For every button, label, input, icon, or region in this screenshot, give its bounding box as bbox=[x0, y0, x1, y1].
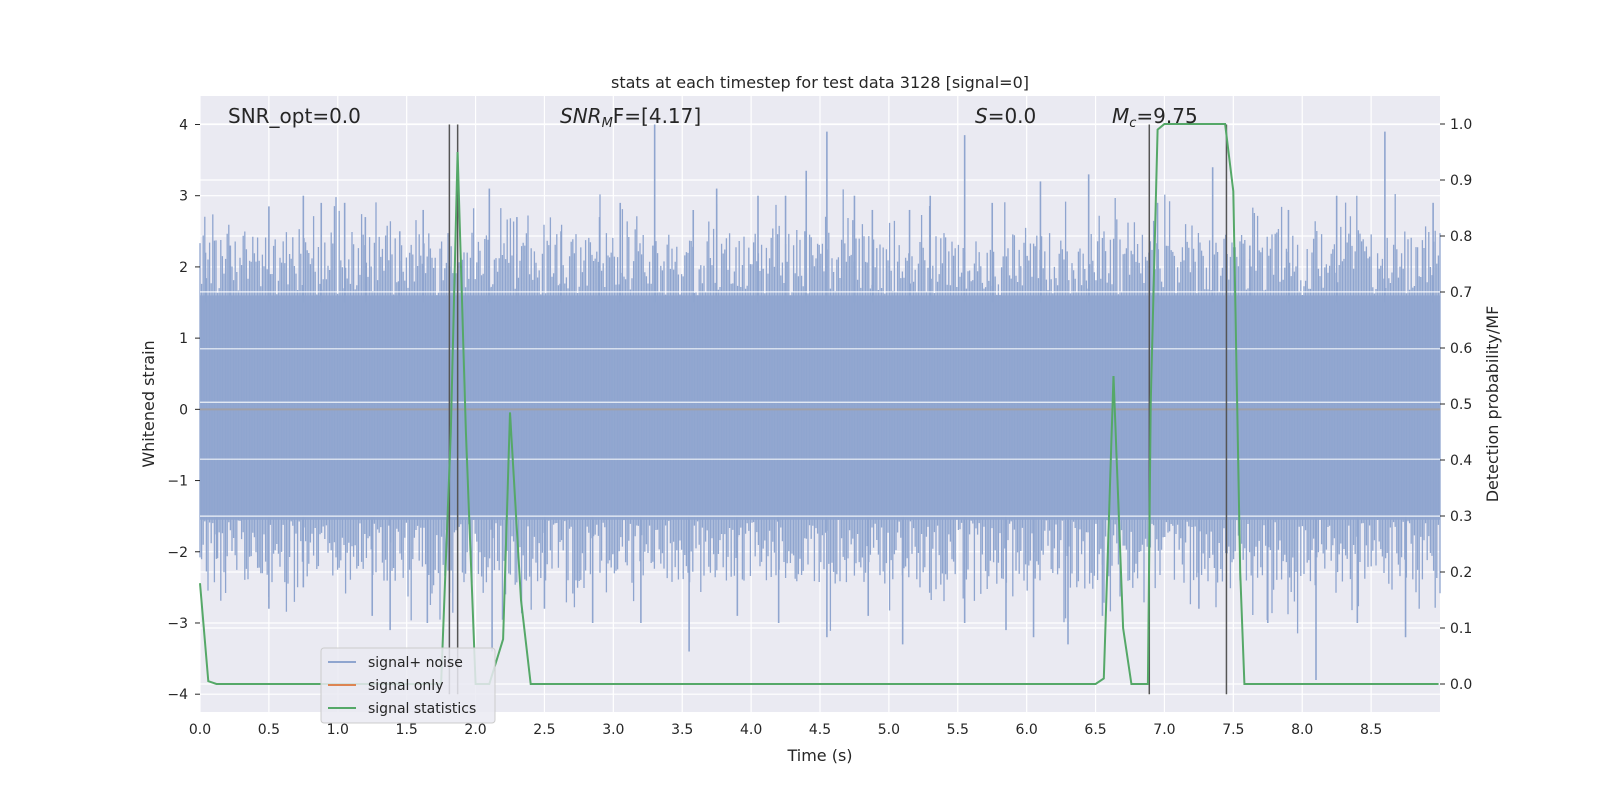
x-tick-label: 8.0 bbox=[1291, 722, 1313, 738]
annotation-mc: Mc=9.75 bbox=[1112, 104, 1198, 131]
x-axis-ticks: 0.0 0.5 1.0 1.5 2.0 2.5 3.0 3.5 4.0 4.5 5.0 5.5 6.0 6… bbox=[189, 722, 1382, 738]
vertical-markers bbox=[448, 124, 1228, 695]
x-tick-label: 6.5 bbox=[1084, 722, 1106, 738]
y-right-tick-label: 0.3 bbox=[1450, 509, 1472, 525]
x-tick-label: 0.0 bbox=[189, 722, 211, 738]
y-right-axis-ticks: 1.0 0.9 0.8 0.7 0.6 0.5 0.4 0.3 0.2 0.1 0.0 bbox=[1440, 117, 1472, 693]
x-tick-label: 7.5 bbox=[1222, 722, 1244, 738]
x-tick-label: 6.0 bbox=[1016, 722, 1038, 738]
noise-trace bbox=[199, 189, 1441, 634]
x-tick-label: 7.0 bbox=[1153, 722, 1175, 738]
y-right-tick-label: 0.8 bbox=[1450, 229, 1472, 245]
x-tick-label: 3.5 bbox=[671, 722, 693, 738]
x-tick-label: 2.0 bbox=[464, 722, 486, 738]
x-tick-label: 1.5 bbox=[396, 722, 418, 738]
annotation-snr-opt: SNR_opt=0.0 bbox=[228, 104, 361, 128]
y-right-tick-label: 0.9 bbox=[1450, 173, 1472, 189]
legend-box bbox=[320, 647, 496, 724]
y-right-tick-label: 0.6 bbox=[1450, 341, 1472, 357]
x-tick-label: 1.0 bbox=[327, 722, 349, 738]
x-tick-label: 2.5 bbox=[533, 722, 555, 738]
y-left-tick-label: −4 bbox=[167, 687, 188, 703]
x-tick-label: 4.5 bbox=[809, 722, 831, 738]
x-tick-label: 5.5 bbox=[947, 722, 969, 738]
y-left-tick-label: 2 bbox=[179, 260, 188, 276]
y-right-tick-label: 0.0 bbox=[1450, 677, 1472, 693]
x-tick-label: 4.0 bbox=[740, 722, 762, 738]
y-right-tick-label: 0.4 bbox=[1450, 453, 1472, 469]
chart-title: stats at each timestep for test data 312… bbox=[611, 73, 1029, 92]
x-tick-label: 0.5 bbox=[258, 722, 280, 738]
x-tick-label: 3.0 bbox=[602, 722, 624, 738]
x-axis-label: Time (s) bbox=[786, 746, 852, 765]
y-left-axis-label: Whitened strain bbox=[139, 340, 158, 467]
annotation-snr-mf: SNRMF=[4.17] bbox=[560, 104, 701, 131]
x-tick-label: 8.5 bbox=[1360, 722, 1382, 738]
y-right-tick-label: 0.2 bbox=[1450, 565, 1472, 581]
y-left-tick-label: 4 bbox=[179, 117, 188, 133]
x-tick-label: 5.0 bbox=[878, 722, 900, 738]
legend-label-signal-only: signal only bbox=[368, 678, 443, 694]
y-left-tick-label: 3 bbox=[179, 189, 188, 205]
y-left-tick-label: −3 bbox=[167, 616, 188, 632]
y-right-tick-label: 0.5 bbox=[1450, 397, 1472, 413]
y-right-tick-label: 0.7 bbox=[1450, 285, 1472, 301]
legend: signal+ noise signal only signal statist… bbox=[320, 647, 496, 724]
y-left-axis-ticks: 4 3 2 1 0 −1 −2 −3 −4 bbox=[167, 117, 200, 703]
y-left-tick-label: −1 bbox=[167, 474, 188, 490]
y-right-tick-label: 1.0 bbox=[1450, 117, 1472, 133]
y-right-axis-label: Detection probability/MF bbox=[1483, 306, 1502, 503]
series-signal-statistics bbox=[199, 123, 1439, 685]
y-right-tick-label: 0.1 bbox=[1450, 621, 1472, 637]
legend-label-signal-plus-noise: signal+ noise bbox=[368, 655, 463, 671]
y-left-tick-label: 0 bbox=[179, 402, 188, 418]
annotation-s: S=0.0 bbox=[975, 104, 1036, 128]
series-signal-plus-noise bbox=[199, 124, 1441, 680]
legend-label-signal-statistics: signal statistics bbox=[368, 701, 476, 717]
y-left-tick-label: −2 bbox=[167, 545, 188, 561]
y-left-tick-label: 1 bbox=[179, 331, 188, 347]
signal-statistics-line bbox=[199, 123, 1439, 685]
